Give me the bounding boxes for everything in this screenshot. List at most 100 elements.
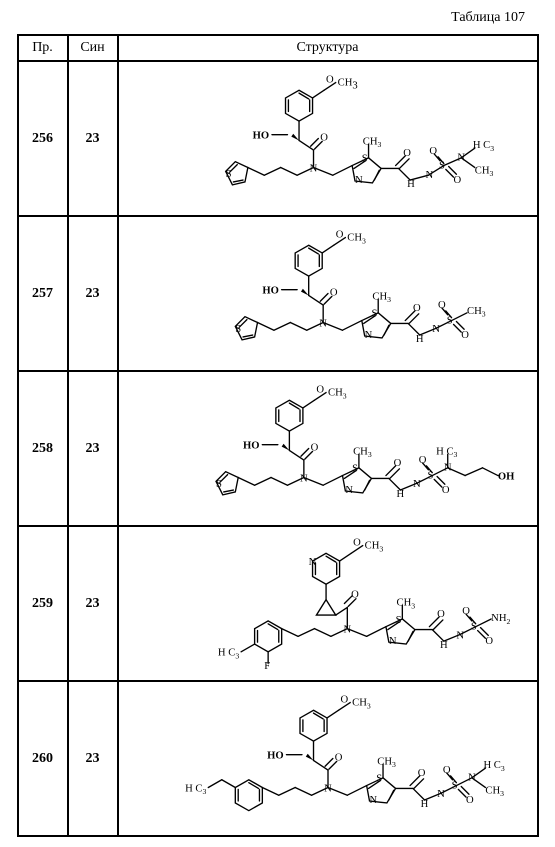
- table-row: 258 23: [18, 371, 538, 526]
- svg-text:O: O: [466, 794, 474, 805]
- table-header-row: Пр. Син Структура: [18, 35, 538, 61]
- molecule-257: O CH3 HO S N N S CH3 O H N S O O: [123, 221, 533, 366]
- svg-text:N: N: [412, 479, 420, 490]
- cell-pr: 260: [18, 681, 68, 836]
- svg-text:N: N: [319, 318, 327, 329]
- svg-text:N: N: [300, 473, 308, 484]
- svg-text:S: S: [395, 614, 401, 625]
- svg-text:H: H: [439, 639, 447, 650]
- cell-sin: 23: [68, 526, 118, 681]
- svg-text:O: O: [351, 589, 359, 600]
- svg-text:O: O: [335, 229, 343, 240]
- svg-text:H: H: [415, 333, 423, 344]
- svg-text:O: O: [316, 384, 324, 395]
- svg-text:H: H: [420, 798, 428, 809]
- svg-text:O: O: [412, 302, 420, 313]
- svg-text:HO: HO: [262, 285, 279, 296]
- svg-text:CH3: CH3: [364, 540, 383, 553]
- svg-text:O: O: [393, 457, 401, 468]
- col-sin: Син: [68, 35, 118, 61]
- svg-text:H: H: [396, 488, 404, 499]
- svg-text:CH3: CH3: [485, 785, 504, 798]
- svg-text:NH2: NH2: [491, 612, 510, 625]
- cell-structure: O CH3 HO S N N S CH3 O H N S O O: [118, 216, 538, 371]
- molecule-260: O CH3 HO H C3 N N S CH3 O H N S O O: [123, 686, 533, 831]
- cell-pr: 259: [18, 526, 68, 681]
- svg-text:CH3: CH3: [396, 597, 415, 610]
- table-row: 260 23: [18, 681, 538, 836]
- svg-text:CH3: CH3: [352, 697, 371, 710]
- svg-text:S: S: [216, 479, 222, 490]
- svg-text:H C3: H C3: [483, 760, 504, 773]
- svg-text:HO: HO: [267, 750, 284, 761]
- svg-text:O: O: [334, 752, 342, 763]
- svg-text:N: N: [355, 174, 363, 185]
- svg-text:N: N: [369, 794, 377, 805]
- table-caption: Таблица 107: [10, 10, 525, 26]
- svg-text:S: S: [225, 169, 231, 180]
- svg-text:N: N: [343, 624, 351, 635]
- svg-text:O: O: [326, 74, 334, 85]
- svg-text:HO: HO: [252, 130, 269, 141]
- col-structure: Структура: [118, 35, 538, 61]
- svg-text:S: S: [352, 463, 358, 474]
- svg-text:N: N: [456, 630, 464, 641]
- svg-text:O: O: [403, 147, 411, 158]
- svg-text:CH3: CH3: [474, 165, 493, 178]
- svg-text:O: O: [453, 174, 461, 185]
- svg-text:S: S: [427, 470, 433, 481]
- table-row: 259 23: [18, 526, 538, 681]
- cell-structure: O CH3 HO S N N S CH3 O H N S O O: [118, 61, 538, 216]
- svg-text:O: O: [462, 606, 470, 617]
- svg-text:N: N: [345, 484, 353, 495]
- svg-text:CH3: CH3: [362, 136, 381, 149]
- svg-text:O: O: [438, 300, 446, 311]
- svg-text:O: O: [310, 442, 318, 453]
- svg-text:CH3: CH3: [353, 446, 372, 459]
- svg-text:O: O: [442, 765, 450, 776]
- svg-text:F: F: [264, 661, 270, 672]
- svg-text:O: O: [437, 609, 445, 620]
- cell-sin: 23: [68, 681, 118, 836]
- svg-text:N: N: [364, 329, 372, 340]
- svg-text:H C3: H C3: [472, 140, 493, 153]
- svg-text:N: N: [457, 152, 465, 163]
- svg-text:O: O: [418, 455, 426, 466]
- cell-structure: O CH3 HO S N N S CH3 O H N S O O: [118, 371, 538, 526]
- svg-text:O: O: [329, 287, 337, 298]
- svg-text:N: N: [443, 462, 451, 473]
- svg-text:S: S: [371, 308, 377, 319]
- svg-text:CH3: CH3: [337, 77, 357, 91]
- compound-table: Пр. Син Структура 256 23: [17, 34, 539, 837]
- svg-text:O: O: [485, 636, 493, 647]
- svg-text:S: S: [439, 160, 445, 171]
- svg-text:H C3: H C3: [217, 647, 238, 660]
- cell-sin: 23: [68, 61, 118, 216]
- table-row: 257 23: [18, 216, 538, 371]
- cell-sin: 23: [68, 371, 118, 526]
- svg-text:CH3: CH3: [377, 756, 396, 769]
- cell-sin: 23: [68, 216, 118, 371]
- svg-text:CH3: CH3: [347, 232, 366, 245]
- table-row: 256 23: [18, 61, 538, 216]
- cell-pr: 256: [18, 61, 68, 216]
- molecule-256: O CH3 HO S N N S CH3 O H N S O O: [123, 66, 533, 211]
- svg-text:N: N: [309, 163, 317, 174]
- svg-text:N: N: [324, 783, 332, 794]
- molecule-259: N O CH3 O N F H C3 N S CH3 O H N S: [123, 531, 533, 676]
- cell-pr: 257: [18, 216, 68, 371]
- molecule-258: O CH3 HO S N N S CH3 O H N S O O: [123, 376, 533, 521]
- cell-structure: O CH3 HO H C3 N N S CH3 O H N S O O: [118, 681, 538, 836]
- svg-text:S: S: [451, 780, 457, 791]
- svg-text:O: O: [429, 145, 437, 156]
- cell-structure: N O CH3 O N F H C3 N S CH3 O H N S: [118, 526, 538, 681]
- svg-text:N: N: [467, 772, 475, 783]
- svg-text:S: S: [470, 621, 476, 632]
- svg-text:O: O: [417, 767, 425, 778]
- svg-text:O: O: [353, 537, 361, 548]
- svg-text:O: O: [441, 484, 449, 495]
- svg-text:HO: HO: [243, 440, 260, 451]
- svg-text:CH3: CH3: [467, 305, 486, 318]
- svg-text:N: N: [308, 556, 316, 567]
- svg-text:S: S: [376, 773, 382, 784]
